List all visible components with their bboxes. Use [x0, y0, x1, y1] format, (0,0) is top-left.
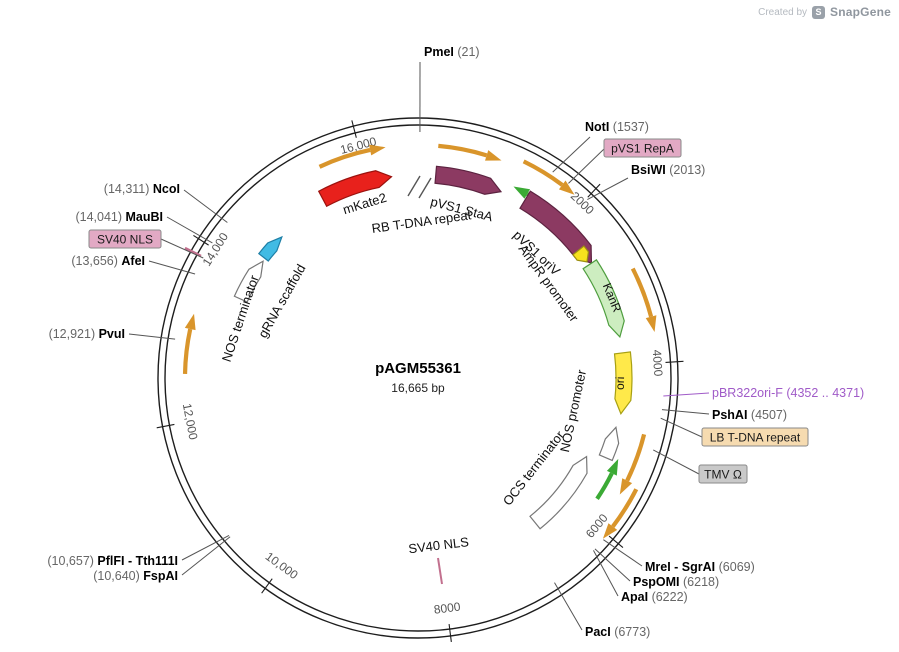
misc-feature-arrow-body[interactable]: [318, 147, 371, 169]
site-leader-fspai: [181, 536, 231, 576]
site-label-pshai[interactable]: PshAI (4507): [712, 408, 787, 422]
misc-feature-arrow-head[interactable]: [558, 180, 575, 195]
feature-ampr-promoter[interactable]: [572, 245, 590, 263]
site-label-pbr322ori-f[interactable]: pBR322ori-F (4352 .. 4371): [712, 386, 864, 400]
site-leader-pflfi-tth111i: [181, 535, 230, 561]
site-leader-mrei-sgrai: [603, 539, 643, 567]
site-label-maubi[interactable]: (14,041) MauBI: [75, 210, 163, 224]
watermark-created-by: Created by: [758, 6, 808, 18]
tick-mark: [448, 623, 452, 642]
misc-feature-arrow-head[interactable]: [619, 478, 633, 495]
misc-feature-arrow-head[interactable]: [606, 458, 619, 476]
misc-feature-arrow-body[interactable]: [182, 328, 193, 374]
feature-ori[interactable]: [613, 351, 633, 415]
site-label-ncoi[interactable]: (14,311) NcoI: [104, 182, 180, 196]
feature-nos-terminator-arrow[interactable]: [233, 260, 264, 303]
tick-label: 8000: [433, 600, 462, 617]
feature-mkate2[interactable]: [317, 170, 393, 208]
rb-repeat-slash-1: [407, 175, 421, 197]
misc-feature-arrow-head[interactable]: [513, 186, 531, 199]
misc-feature-arrow-head[interactable]: [602, 523, 618, 539]
site-label-pvui[interactable]: (12,921) PvuI: [49, 327, 125, 341]
feature-pvs1-staa[interactable]: [434, 165, 503, 195]
tick-mark: [351, 120, 357, 138]
site-label-pspomi[interactable]: PspOMI (6218): [633, 575, 719, 589]
site-label-pmei[interactable]: PmeI (21): [424, 45, 480, 59]
site-leader-pshai: [661, 409, 710, 415]
feature-box-label-sv40-nls: SV40 NLS: [97, 233, 153, 247]
misc-feature-arrow-body[interactable]: [438, 143, 488, 158]
tick-label: 14,000: [200, 230, 232, 269]
feature-box-leader-pvs1-repa: [568, 148, 605, 184]
sv40-nls-bottom-leader: [437, 557, 443, 585]
site-leader-apai: [593, 550, 619, 597]
site-label-fspai[interactable]: (10,640) FspAI: [93, 569, 178, 583]
feature-box-label-lb-t-dna-repeat: LB T-DNA repeat: [710, 431, 801, 445]
feature-label-sv40-nls[interactable]: SV40 NLS: [407, 534, 469, 556]
feature-box-tmv[interactable]: [698, 464, 748, 484]
site-label-afei[interactable]: (13,656) AfeI: [71, 254, 145, 268]
tick-mark: [156, 423, 175, 429]
site-leader-pvui: [128, 333, 176, 340]
misc-feature-arrow-body[interactable]: [625, 433, 647, 482]
tick-mark: [608, 535, 624, 548]
site-label-paci[interactable]: PacI (6773): [585, 625, 650, 639]
misc-feature-arrow-head[interactable]: [184, 313, 196, 331]
sv40-nls-left-tick: [184, 246, 202, 258]
feature-nos-promoter-arrow[interactable]: [598, 426, 620, 462]
site-leader-pbr322ori-f: [663, 392, 710, 397]
feature-box-label-tmv: TMV Ω: [704, 468, 742, 482]
plasmid-backbone-outer-ring: [157, 117, 679, 639]
tick-mark: [587, 183, 601, 198]
rb-repeat-slash-2: [418, 177, 432, 199]
feature-box-pvs1-repa[interactable]: [603, 138, 682, 158]
site-leader-bsiwi: [587, 177, 629, 200]
misc-feature-arrow-head[interactable]: [645, 315, 657, 333]
tick-mark: [193, 235, 209, 246]
plasmid-size: 16,665 bp: [391, 381, 445, 395]
site-leader-maubi: [166, 216, 213, 244]
feature-box-label-pvs1-repa: pVS1 RepA: [611, 142, 674, 156]
misc-feature-arrow-body[interactable]: [522, 159, 564, 187]
site-leader-noti: [552, 136, 591, 173]
misc-feature-arrow-body[interactable]: [595, 472, 614, 500]
snapgene-logo-icon: S: [812, 5, 826, 19]
plasmid-backbone-inner-ring: [164, 124, 672, 632]
feature-label-grna-scaffold[interactable]: gRNA scaffold: [255, 261, 309, 340]
tick-label: 10,000: [263, 549, 301, 582]
watermark-brand: SnapGene: [830, 5, 891, 19]
feature-box-leader-sv40-nls: [160, 238, 204, 259]
feature-kanr[interactable]: [582, 259, 625, 339]
plasmid-name: pAGM55361: [375, 360, 461, 377]
feature-ocs-terminator-arrow[interactable]: [529, 455, 588, 530]
feature-box-leader-lb-t-dna-repeat: [660, 417, 703, 438]
feature-box-sv40-nls[interactable]: [88, 229, 162, 249]
feature-box-leader-tmv: [653, 449, 700, 475]
snapgene-watermark: Created by S SnapGene: [758, 5, 891, 19]
feature-grna-scaffold-arrow[interactable]: [257, 235, 283, 262]
tick-mark: [665, 360, 684, 363]
site-leader-ncoi: [183, 189, 228, 223]
feature-box-lb-t-dna-repeat[interactable]: [701, 427, 809, 447]
site-leader-afei: [148, 260, 196, 275]
site-leader-paci: [554, 582, 583, 631]
site-label-bsiwi[interactable]: BsiWI (2013): [631, 163, 705, 177]
site-label-pflfi-tth111i[interactable]: (10,657) PflFI - Tth111I: [47, 554, 178, 568]
site-label-noti[interactable]: NotI (1537): [585, 120, 649, 134]
feature-label-ori[interactable]: ori: [613, 376, 627, 390]
tick-label: 12,000: [180, 402, 201, 441]
misc-feature-arrow-head[interactable]: [368, 144, 386, 156]
site-label-mrei-sgrai[interactable]: MreI - SgrAI (6069): [645, 560, 755, 574]
misc-feature-arrow-head[interactable]: [485, 150, 502, 161]
misc-feature-arrow-body[interactable]: [630, 267, 654, 318]
site-label-apai[interactable]: ApaI (6222): [621, 590, 688, 604]
misc-feature-arrow-body[interactable]: [611, 488, 639, 528]
tick-mark: [261, 578, 273, 594]
site-leader-pspomi: [594, 548, 631, 582]
tick-label: 4000: [650, 349, 666, 377]
